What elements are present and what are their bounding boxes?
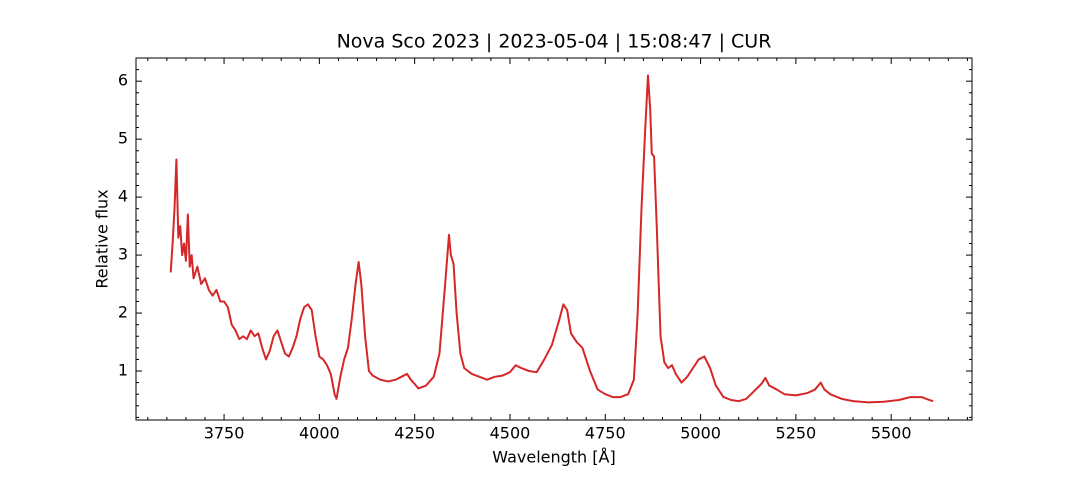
y-tick-label: 6 [118,71,128,90]
x-axis-label: Wavelength [Å] [492,448,615,467]
x-tick-label: 5000 [680,424,721,443]
x-tick-label: 4250 [394,424,435,443]
y-tick-label: 2 [118,303,128,322]
x-tick-label: 5250 [776,424,817,443]
y-tick-label: 4 [118,187,128,206]
y-tick-label: 3 [118,245,128,264]
x-tick-label: 4500 [490,424,531,443]
y-axis-label: Relative flux [93,189,112,288]
x-tick-label: 5500 [871,424,912,443]
y-tick-label: 5 [118,129,128,148]
x-tick-label: 3750 [204,424,245,443]
y-tick-label: 1 [118,361,128,380]
chart-title: Nova Sco 2023 | 2023-05-04 | 15:08:47 | … [337,31,772,53]
x-tick-label: 4000 [299,424,340,443]
plot-frame [135,57,973,421]
spectrum-line [169,74,934,404]
x-tick-label: 4750 [585,424,626,443]
